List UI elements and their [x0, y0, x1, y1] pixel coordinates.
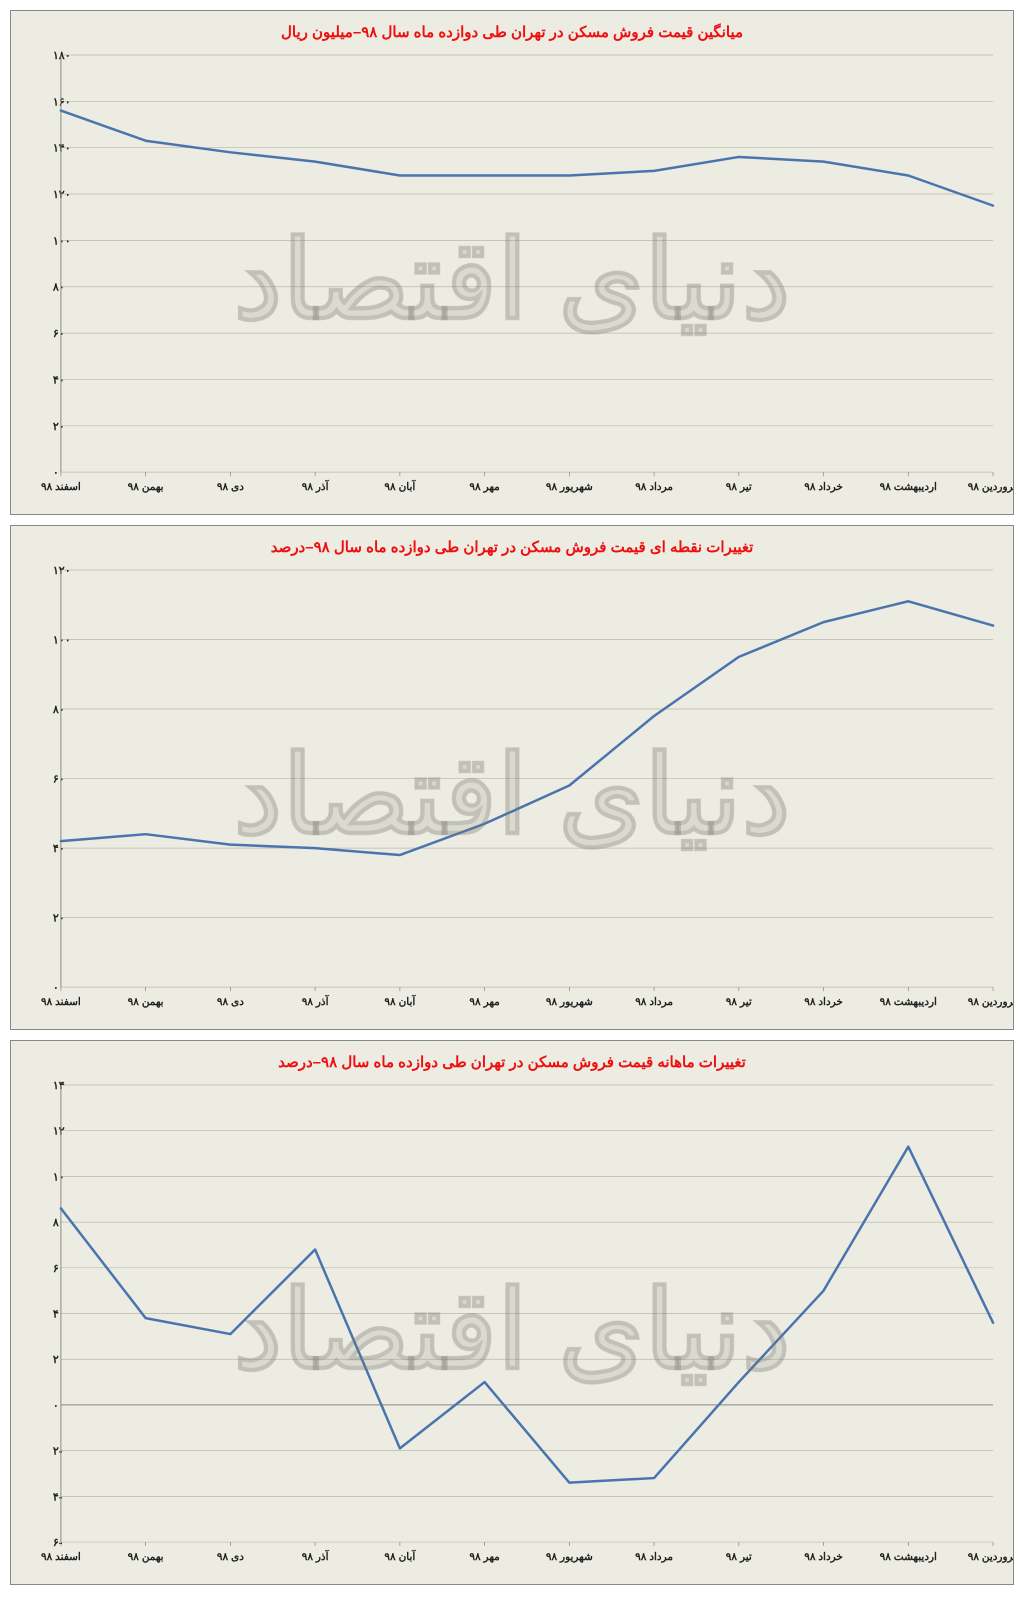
svg-text:شهریور ۹۸: شهریور ۹۸ — [546, 1552, 593, 1563]
svg-text:مرداد ۹۸: مرداد ۹۸ — [635, 482, 673, 493]
svg-text:اسفند ۹۸: اسفند ۹۸ — [41, 997, 81, 1008]
svg-text:تیر ۹۸: تیر ۹۸ — [726, 997, 752, 1008]
svg-text:تیر ۹۸: تیر ۹۸ — [726, 482, 752, 493]
svg-text:اسفند ۹۸: اسفند ۹۸ — [41, 1552, 81, 1563]
svg-text:۰: ۰ — [53, 982, 59, 994]
svg-text:۱۴: ۱۴ — [53, 1080, 65, 1092]
svg-text:خرداد ۹۸: خرداد ۹۸ — [804, 1552, 843, 1563]
svg-text:آذر ۹۸: آذر ۹۸ — [302, 480, 330, 493]
svg-text:۱۲۰: ۱۲۰ — [53, 565, 71, 577]
chart-panel: تغییرات ماهانه قیمت فروش مسکن در تهران ط… — [10, 1040, 1014, 1585]
chart-panel: میانگین قیمت فروش مسکن در تهران طی دوازد… — [10, 10, 1014, 515]
svg-text:۱۶۰: ۱۶۰ — [53, 96, 71, 108]
svg-text:دی ۹۸: دی ۹۸ — [217, 997, 244, 1008]
svg-text:آبان ۹۸: آبان ۹۸ — [384, 1550, 416, 1563]
svg-text:۰: ۰ — [53, 467, 59, 479]
svg-text:۶۰: ۶۰ — [53, 774, 65, 786]
svg-text:تیر ۹۸: تیر ۹۸ — [726, 1552, 752, 1563]
svg-text:اسفند ۹۸: اسفند ۹۸ — [41, 482, 81, 493]
svg-text:فروردین ۹۸: فروردین ۹۸ — [968, 482, 1013, 493]
svg-text:۴۰: ۴۰ — [53, 374, 65, 386]
svg-text:۱۰: ۱۰ — [53, 1172, 65, 1184]
svg-text:بهمن ۹۸: بهمن ۹۸ — [128, 482, 164, 493]
svg-text:۲: ۲ — [53, 1354, 59, 1366]
chart-plot: ۰ ۲۰ ۴۰ ۶۰ ۸۰ ۱۰۰ ۱۲۰ ۱۴۰ ۱۶۰ ۱۸۰ فروردین ۹۸ اردیبه… — [11, 45, 1013, 514]
svg-text:شهریور ۹۸: شهریور ۹۸ — [546, 482, 593, 493]
svg-text:۸۰: ۸۰ — [52, 704, 65, 716]
svg-text:۱۸۰: ۱۸۰ — [53, 50, 71, 62]
svg-text:۸: ۸ — [52, 1217, 59, 1229]
svg-text:آبان ۹۸: آبان ۹۸ — [384, 480, 416, 493]
svg-text:اردیبهشت ۹۸: اردیبهشت ۹۸ — [880, 1552, 937, 1563]
svg-text:اردیبهشت ۹۸: اردیبهشت ۹۸ — [880, 997, 937, 1008]
svg-text:مهر ۹۸: مهر ۹۸ — [469, 482, 499, 493]
svg-text:۱۰۰: ۱۰۰ — [53, 635, 71, 647]
chart-title: تغییرات ماهانه قیمت فروش مسکن در تهران ط… — [11, 1041, 1013, 1075]
svg-text:۱۰۰: ۱۰۰ — [53, 235, 71, 247]
svg-text:مرداد ۹۸: مرداد ۹۸ — [635, 997, 673, 1008]
svg-text:۸۰: ۸۰ — [52, 282, 65, 294]
svg-text:آبان ۹۸: آبان ۹۸ — [384, 995, 416, 1008]
svg-text:شهریور ۹۸: شهریور ۹۸ — [546, 997, 593, 1008]
svg-text:اردیبهشت ۹۸: اردیبهشت ۹۸ — [880, 482, 937, 493]
svg-text:مهر ۹۸: مهر ۹۸ — [469, 997, 499, 1008]
svg-text:خرداد ۹۸: خرداد ۹۸ — [804, 482, 843, 493]
svg-text:آذر ۹۸: آذر ۹۸ — [302, 995, 330, 1008]
chart-plot: ۰ ۲۰ ۴۰ ۶۰ ۸۰ ۱۰۰ ۱۲۰ فروردین ۹۸ اردیبهشت ۹۸ خردا… — [11, 560, 1013, 1029]
chart-title: تغییرات نقطه ای قیمت فروش مسکن در تهران … — [11, 526, 1013, 560]
svg-text:۴: ۴ — [53, 1309, 59, 1321]
svg-text:مرداد ۹۸: مرداد ۹۸ — [635, 1552, 673, 1563]
svg-text:خرداد ۹۸: خرداد ۹۸ — [804, 997, 843, 1008]
chart-title: میانگین قیمت فروش مسکن در تهران طی دوازد… — [11, 11, 1013, 45]
svg-text:۲۰: ۲۰ — [53, 421, 65, 433]
svg-text:فروردین ۹۸: فروردین ۹۸ — [968, 1552, 1013, 1563]
svg-text:۱۲۰: ۱۲۰ — [53, 189, 71, 201]
chart-panel: تغییرات نقطه ای قیمت فروش مسکن در تهران … — [10, 525, 1014, 1030]
svg-text:بهمن ۹۸: بهمن ۹۸ — [128, 1552, 164, 1563]
svg-text:آذر ۹۸: آذر ۹۸ — [302, 1550, 330, 1563]
svg-text:دی ۹۸: دی ۹۸ — [217, 1552, 244, 1563]
svg-text:۱۴۰: ۱۴۰ — [53, 143, 71, 155]
chart-plot: -۶-۴-۲۰۲۴۶۸۱۰۱۲۱۴فروردین ۹۸اردیبهشت ۹۸خر… — [11, 1075, 1013, 1584]
svg-text:۴۰: ۴۰ — [53, 843, 65, 855]
svg-text:۱۲: ۱۲ — [53, 1126, 65, 1138]
svg-text:بهمن ۹۸: بهمن ۹۸ — [128, 997, 164, 1008]
svg-text:۰: ۰ — [53, 1400, 59, 1412]
svg-text:۶: ۶ — [53, 1263, 59, 1275]
svg-text:فروردین ۹۸: فروردین ۹۸ — [968, 997, 1013, 1008]
svg-text:مهر ۹۸: مهر ۹۸ — [469, 1552, 499, 1563]
svg-text:دی ۹۸: دی ۹۸ — [217, 482, 244, 493]
svg-text:۶۰: ۶۰ — [53, 328, 65, 340]
svg-text:۲۰: ۲۰ — [53, 913, 65, 925]
